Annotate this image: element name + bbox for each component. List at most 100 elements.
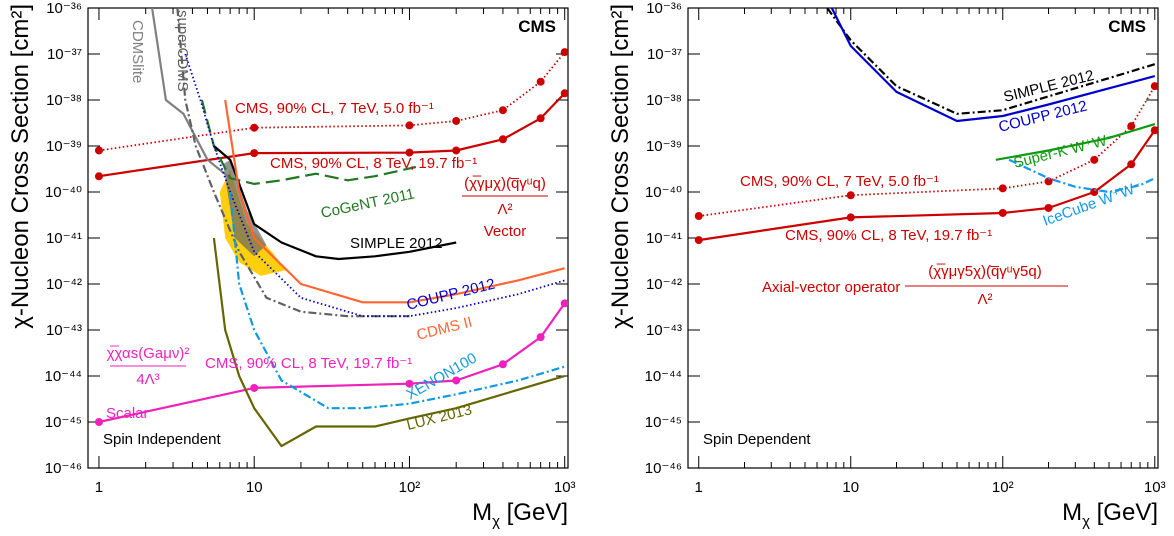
series-line-cogent-2011	[200, 99, 417, 185]
x-tick-label: 1	[695, 479, 703, 496]
y-tick-label: 10⁻⁴²	[646, 276, 682, 293]
series-point-cms-90-cl-8-tev-19-7-fb-	[536, 114, 545, 123]
series-point-cms-90-cl-7-tev-5-0-fb-	[846, 191, 855, 200]
axial-operator-prefix: Axial-vector operator	[762, 279, 900, 296]
series-point-cms-90-cl-7-tev-5-0-fb-	[536, 77, 545, 86]
y-tick-label: 10⁻³⁷	[647, 46, 682, 63]
series-label: SIMPLE 2012	[350, 235, 443, 252]
x-axis-title-unit: [GeV]	[1090, 499, 1158, 526]
axial-operator-denominator: Λ²	[977, 291, 992, 308]
series-line-coupp-2012	[184, 53, 565, 318]
y-tick-label: 10⁻⁴⁴	[45, 368, 83, 385]
scalar-operator-name: Scalar	[106, 405, 149, 422]
x-tick-label: 10	[842, 479, 859, 496]
series-point-cms-90-cl-7-tev-5-0-fb-	[1127, 122, 1136, 131]
y-tick-label: 10⁻⁴²	[46, 276, 82, 293]
series-point-cms-90-cl-8-tev-19-7-fb-	[405, 148, 414, 157]
series-point-cms-90-cl-8-tev-19-7-fb-	[536, 333, 545, 342]
series-line-simple-2012	[826, 8, 1156, 115]
y-tick-label: 10⁻⁴⁴	[645, 368, 683, 385]
series-line-icecube-w-w-	[1008, 158, 1156, 194]
series-point-cms-90-cl-8-tev-19-7-fb-	[498, 360, 507, 369]
series-line-coupp-2012	[830, 8, 1156, 123]
y-tick-label: 10⁻⁴³	[646, 322, 682, 339]
series-point-cms-90-cl-7-tev-5-0-fb-	[405, 121, 414, 130]
x-axis-title-main: M	[1062, 499, 1082, 526]
y-tick-label: 10⁻⁴⁰	[645, 184, 682, 201]
panel-left: 10⁻³⁶ 10⁻³⁷ 10⁻³⁸ 10⁻³⁹ 10⁻⁴⁰ 10⁻⁴¹ 10⁻⁴² 10⁻⁴³…	[7, 0, 576, 530]
series-point-cms-90-cl-8-tev-19-7-fb-	[250, 149, 259, 158]
x-tick-label: 10³	[1144, 479, 1166, 496]
series-label: superCDMS	[174, 10, 191, 92]
series-point-cms-90-cl-8-tev-19-7-fb-	[1044, 203, 1053, 212]
x-axis-title-main: M	[472, 499, 492, 526]
series-label: CDMS II	[415, 314, 474, 344]
y-axis-title: χ-Nucleon Cross Section [cm²]	[7, 4, 34, 329]
series-label: CMS, 90% CL, 7 TeV, 5.0 fb⁻¹	[235, 100, 434, 117]
y-tick-label: 10⁻⁴¹	[46, 230, 82, 247]
series-point-cms-90-cl-7-tev-5-0-fb-	[1044, 177, 1053, 186]
series-point-cms-90-cl-8-tev-19-7-fb-	[405, 379, 414, 388]
series-point-cms-90-cl-8-tev-19-7-fb-	[694, 236, 703, 245]
series-point-cms-90-cl-7-tev-5-0-fb-	[94, 146, 103, 155]
y-tick-label: 10⁻³⁷	[47, 46, 82, 63]
scalar-operator-numerator: χ̅χαs(Gaμν)²	[107, 345, 190, 362]
y-tick-label: 10⁻³⁸	[646, 92, 682, 109]
y-tick-label: 10⁻⁴⁵	[645, 414, 682, 431]
x-axis-title: Mχ [GeV]	[1062, 499, 1158, 530]
series-point-cms-90-cl-8-tev-19-7-fb-	[998, 208, 1007, 217]
series-point-cms-90-cl-7-tev-5-0-fb-	[452, 116, 461, 125]
series-point-cms-90-cl-7-tev-5-0-fb-	[1090, 155, 1099, 164]
x-axis-title-unit: [GeV]	[500, 499, 568, 526]
y-tick-label: 10⁻⁴⁰	[45, 184, 82, 201]
series-point-cms-90-cl-7-tev-5-0-fb-	[560, 48, 568, 57]
series-point-cms-90-cl-8-tev-19-7-fb-	[498, 135, 507, 144]
series-label: CMS, 90% CL, 8 TeV, 19.7 fb⁻¹	[785, 227, 992, 244]
x-tick-label: 10²	[992, 479, 1014, 496]
scalar-operator-denominator: 4Λ³	[136, 371, 159, 388]
y-tick-label: 10⁻³⁶	[46, 0, 82, 17]
vector-operator-numerator: (χ̅γμχ)(q̅γᵘq)	[464, 175, 546, 192]
series-label: CDMSlite	[129, 20, 146, 83]
series-point-cms-90-cl-8-tev-19-7-fb-	[452, 376, 461, 385]
curves	[94, 8, 568, 448]
region-label: Spin Dependent	[703, 431, 811, 448]
vector-operator-denominator: Λ²	[497, 201, 512, 218]
y-tick-label: 10⁻³⁹	[646, 138, 682, 155]
series-label: CoGeNT 2011	[319, 185, 416, 221]
series-line-xenon100	[229, 191, 566, 410]
series-point-cms-90-cl-7-tev-5-0-fb-	[694, 212, 703, 221]
series-point-cms-90-cl-8-tev-19-7-fb-	[250, 383, 259, 392]
y-tick-label: 10⁻³⁹	[46, 138, 82, 155]
x-tick-label: 1	[95, 479, 103, 496]
region-label: Spin Independent	[103, 431, 221, 448]
series-point-cms-90-cl-7-tev-5-0-fb-	[1150, 82, 1158, 91]
series-point-cms-90-cl-8-tev-19-7-fb-	[1150, 126, 1158, 135]
panel-right: 10⁻³⁶ 10⁻³⁷ 10⁻³⁸ 10⁻³⁹ 10⁻⁴⁰ 10⁻⁴¹ 10⁻⁴² 10⁻⁴³…	[607, 0, 1166, 530]
y-tick-label: 10⁻⁴⁶	[645, 460, 682, 477]
series-point-cms-90-cl-8-tev-19-7-fb-	[452, 146, 461, 155]
x-axis-title-sub: χ	[492, 513, 500, 530]
series-line-cdms-ii	[224, 99, 565, 304]
axial-operator-numerator: (χ̅γμγ5χ)(q̅γᵘγ5q)	[928, 263, 1041, 280]
y-tick-label: 10⁻³⁶	[646, 0, 682, 17]
series-point-cms-90-cl-8-tev-19-7-fb-	[94, 172, 103, 181]
series-label: CMS, 90% CL, 7 TeV, 5.0 fb⁻¹	[740, 173, 939, 190]
y-tick-label: 10⁻⁴⁶	[45, 460, 82, 477]
series-line-cdmslite	[151, 8, 231, 180]
series-label: CMS, 90% CL, 8 TeV, 19.7 fb⁻¹	[270, 155, 477, 172]
vector-operator-name: Vector	[484, 223, 527, 240]
series-line-super-k-w-w-	[995, 123, 1156, 161]
series-point-cms-90-cl-7-tev-5-0-fb-	[498, 106, 507, 115]
x-tick-label: 10³	[554, 479, 576, 496]
series-line-lux-2013	[212, 237, 566, 448]
series-point-cms-90-cl-8-tev-19-7-fb-	[560, 89, 568, 98]
series-line-supercdms	[176, 8, 410, 318]
x-tick-label: 10	[246, 479, 263, 496]
y-tick-label: 10⁻³⁸	[46, 92, 82, 109]
series-label: Super-K W⁺W⁻	[1012, 130, 1116, 171]
y-tick-label: 10⁻⁴¹	[646, 230, 682, 247]
curves	[694, 8, 1158, 245]
y-axis-title: χ-Nucleon Cross Section [cm²]	[607, 4, 634, 329]
